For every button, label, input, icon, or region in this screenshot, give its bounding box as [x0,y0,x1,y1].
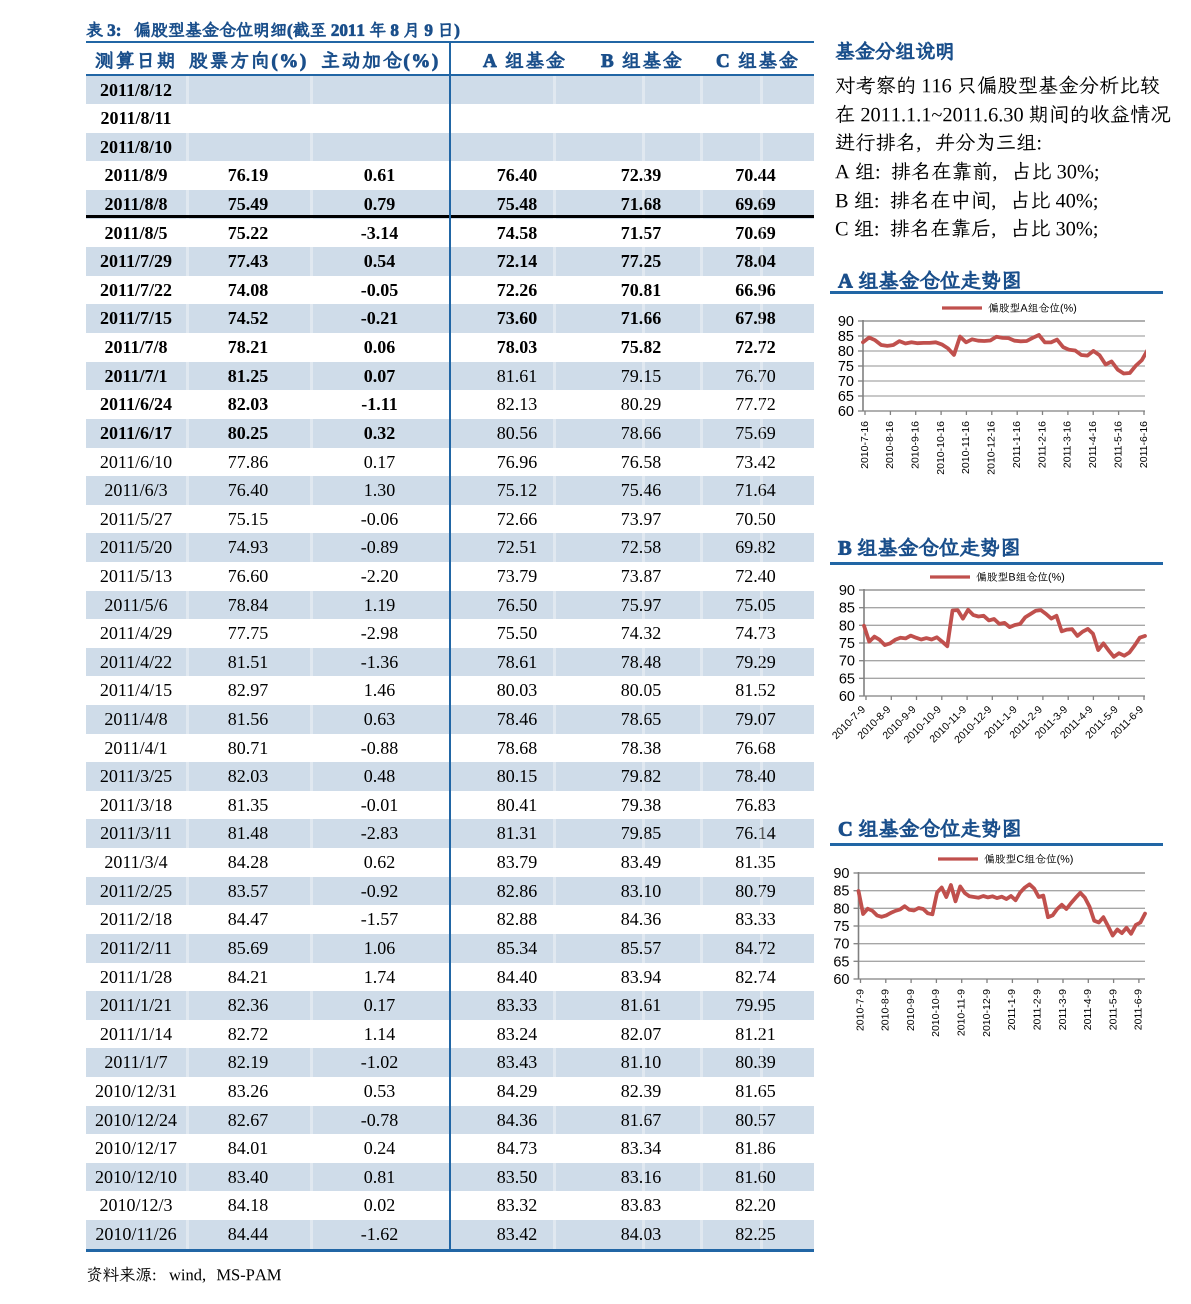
svg-text:2011-3-16: 2011-3-16 [1062,421,1074,468]
svg-text:65: 65 [839,671,855,687]
svg-text:60: 60 [839,689,855,705]
svg-text:80: 80 [839,618,855,634]
svg-text:90: 90 [838,314,854,330]
svg-text:2010-12-9: 2010-12-9 [981,989,993,1037]
svg-text:2011-4-9: 2011-4-9 [1082,989,1094,1030]
svg-text:60: 60 [833,972,849,988]
svg-text:2010-7-9: 2010-7-9 [854,989,866,1031]
svg-text:2010-8-16: 2010-8-16 [884,421,896,469]
svg-text:2011-6-9: 2011-6-9 [1133,989,1145,1030]
svg-text:2010-11-9: 2010-11-9 [955,989,967,1036]
svg-text:2011-3-9: 2011-3-9 [1057,989,1069,1030]
svg-text:65: 65 [833,954,849,970]
svg-text:90: 90 [833,866,849,882]
svg-text:2011-6-16: 2011-6-16 [1138,421,1150,468]
svg-text:70: 70 [838,374,854,390]
svg-text:2011-5-9: 2011-5-9 [1107,989,1119,1030]
svg-text:85: 85 [838,329,854,345]
svg-text:2010-12-16: 2010-12-16 [986,421,998,475]
svg-text:75: 75 [839,636,855,652]
svg-text:2010-11-16: 2010-11-16 [960,421,972,474]
svg-text:2010-10-9: 2010-10-9 [930,989,942,1037]
svg-text:80: 80 [833,901,849,917]
svg-text:2010-9-16: 2010-9-16 [909,421,921,469]
svg-text:2010-9-9: 2010-9-9 [905,989,917,1031]
svg-text:75: 75 [838,359,854,375]
svg-text:65: 65 [838,389,854,405]
svg-text:2011-2-16: 2011-2-16 [1036,421,1048,468]
svg-text:60: 60 [838,404,854,420]
svg-text:2010-10-16: 2010-10-16 [935,421,947,475]
svg-text:2011-2-9: 2011-2-9 [1031,989,1043,1030]
svg-text:70: 70 [833,937,849,953]
svg-text:90: 90 [839,583,855,599]
svg-text:75: 75 [833,919,849,935]
svg-text:2011-1-16: 2011-1-16 [1011,421,1023,468]
svg-text:2010-8-9: 2010-8-9 [880,989,892,1031]
svg-text:80: 80 [838,344,854,360]
svg-text:85: 85 [833,884,849,900]
svg-text:2010-7-16: 2010-7-16 [859,421,871,469]
svg-text:2011-5-16: 2011-5-16 [1112,421,1124,468]
svg-text:2011-1-9: 2011-1-9 [1006,989,1018,1030]
svg-text:85: 85 [839,601,855,617]
svg-text:2011-4-16: 2011-4-16 [1087,421,1099,468]
svg-text:70: 70 [839,654,855,670]
